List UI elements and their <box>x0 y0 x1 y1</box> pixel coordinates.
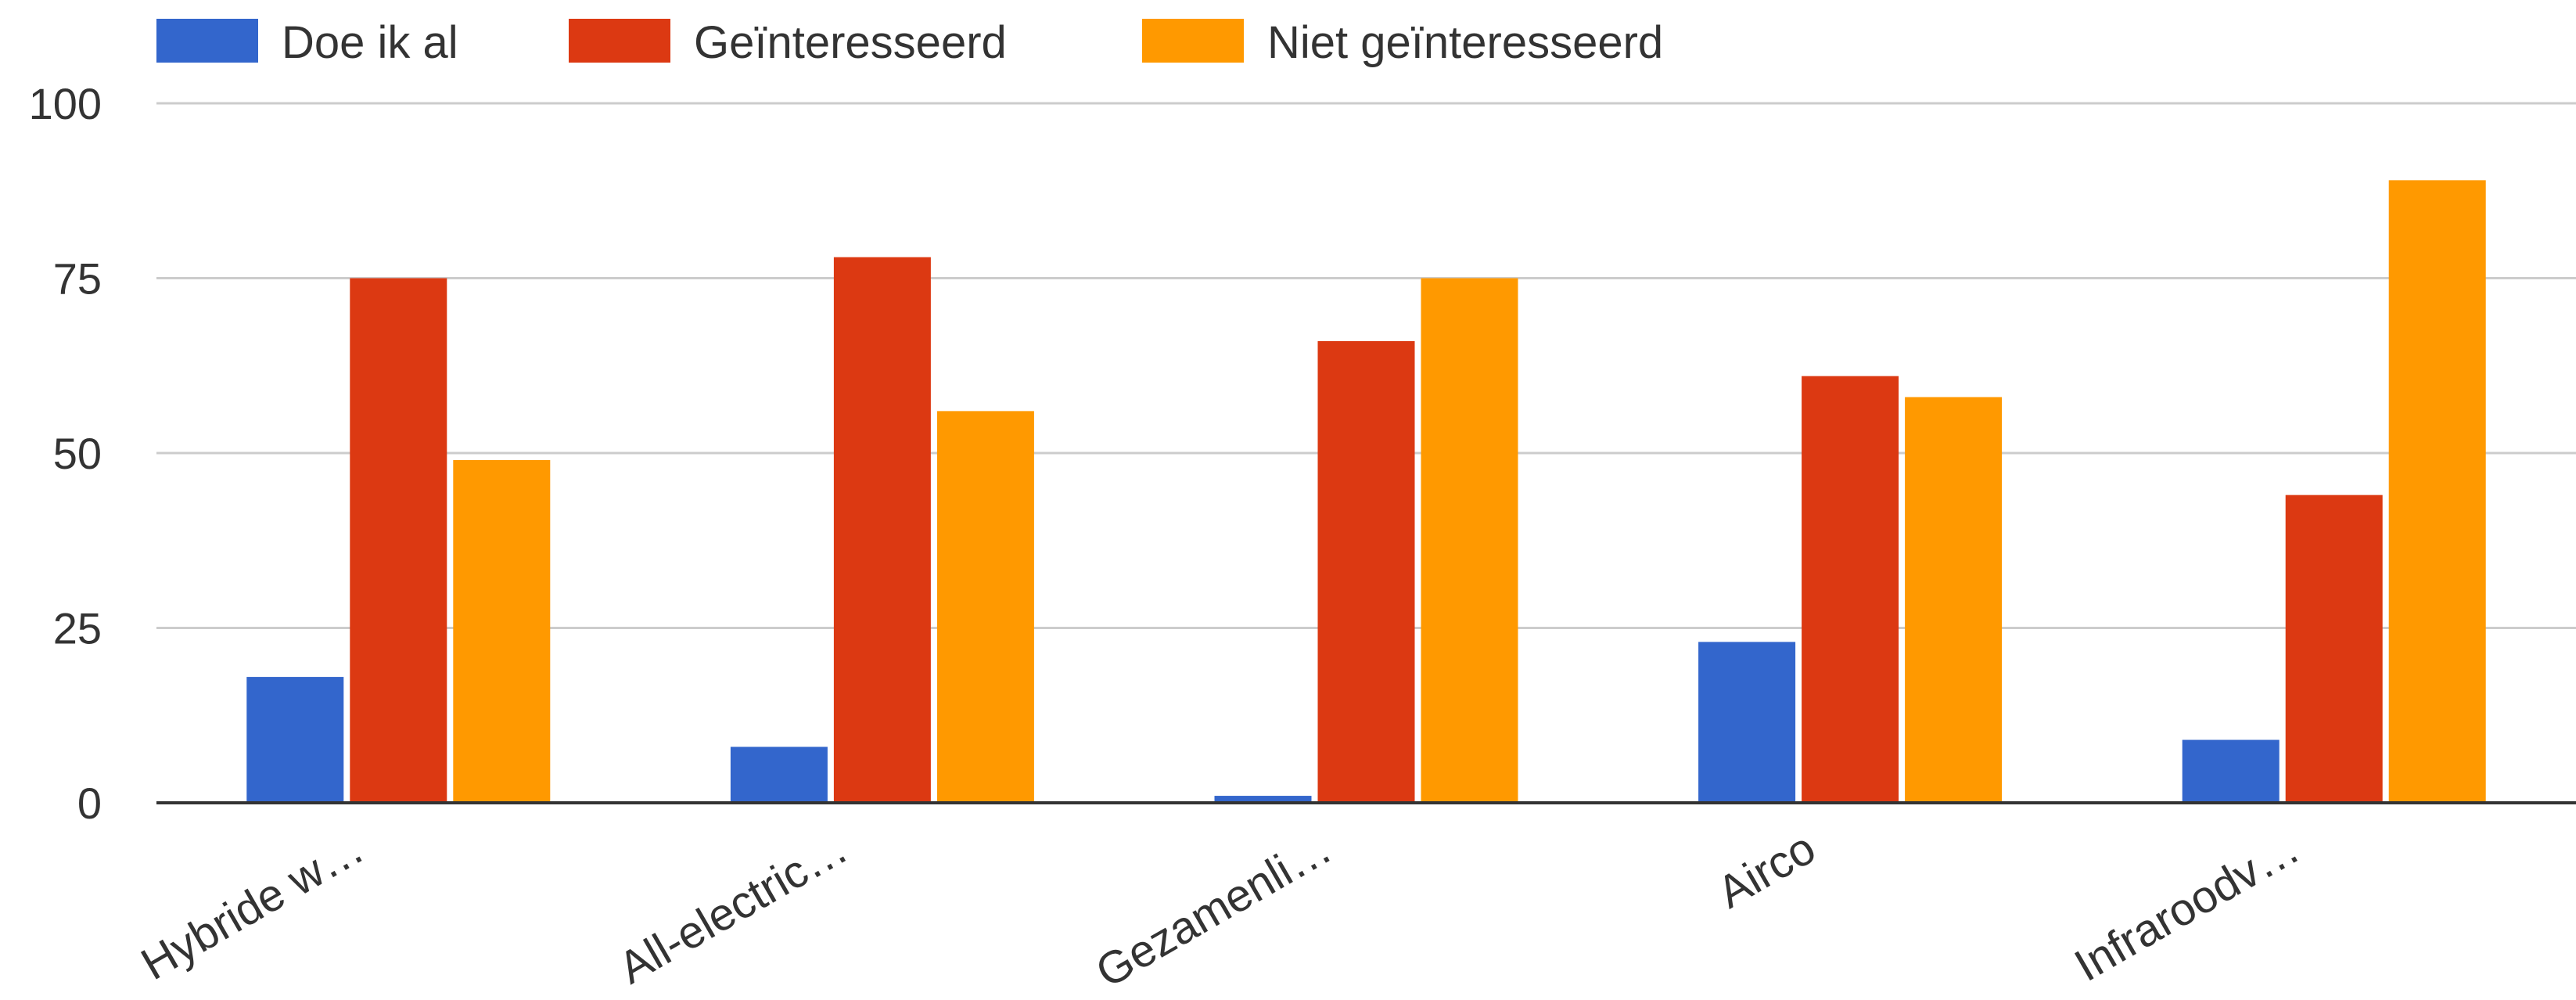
y-tick-label-0: 0 <box>77 779 102 828</box>
y-tick-label-100: 100 <box>29 79 102 128</box>
legend-label-doe-ik-al: Doe ik al <box>282 17 458 68</box>
x-category-label-2: All-electric… <box>610 822 856 994</box>
y-tick-label-75: 75 <box>53 254 102 304</box>
bar-airco-niet-geinteresseerd <box>1905 397 2003 804</box>
x-category-label-5: Infraroodv… <box>2066 822 2308 991</box>
x-axis-category-labels: Hybride w… All-electric… Gezamenli… Airco In… <box>133 822 2308 998</box>
x-category-label-4: Airco <box>1709 822 1824 918</box>
legend-swatch-geinteresseerd <box>569 19 670 63</box>
legend: Doe ik al Geïnteresseerd Niet geïnteressee… <box>156 17 1663 68</box>
bar-infraroodv-geinteresseerd <box>2285 495 2383 803</box>
legend-label-niet-geinteresseerd: Niet geïnteresseerd <box>1267 17 1663 68</box>
y-axis-ticks: 0 25 50 75 100 <box>29 79 102 828</box>
legend-swatch-niet-geinteresseerd <box>1142 19 1244 63</box>
bar-infraroodv-doe-ik-al <box>2182 739 2280 803</box>
bars <box>246 180 2486 804</box>
y-tick-label-25: 25 <box>53 604 102 653</box>
bar-hybride-w-niet-geinteresseerd <box>453 459 551 803</box>
bar-gezamenli-geinteresseerd <box>1317 340 1415 804</box>
bar-all-electric-doe-ik-al <box>730 746 828 803</box>
bar-airco-geinteresseerd <box>1802 376 1899 803</box>
bar-all-electric-niet-geinteresseerd <box>936 411 1034 803</box>
x-category-label-3: Gezamenli… <box>1087 822 1340 998</box>
bar-gezamenli-doe-ik-al <box>1214 796 1312 803</box>
bar-hybride-w-doe-ik-al <box>246 677 344 803</box>
x-category-label-1: Hybride w… <box>133 822 372 990</box>
bar-infraroodv-niet-geinteresseerd <box>2388 180 2486 804</box>
bar-hybride-w-geinteresseerd <box>350 278 447 803</box>
legend-swatch-doe-ik-al <box>156 19 258 63</box>
bar-all-electric-geinteresseerd <box>833 257 931 803</box>
y-tick-label-50: 50 <box>53 429 102 478</box>
bar-airco-doe-ik-al <box>1698 642 1796 803</box>
legend-label-geinteresseerd: Geïnteresseerd <box>694 17 1007 68</box>
bar-gezamenli-niet-geinteresseerd <box>1421 278 1518 803</box>
